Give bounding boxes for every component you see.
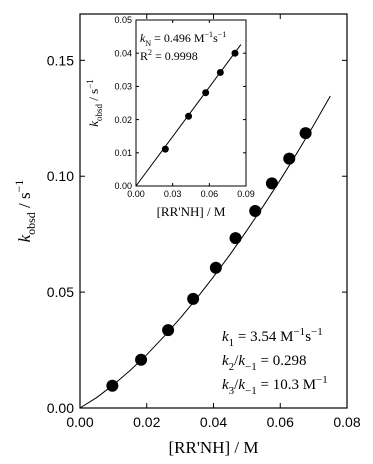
inset-data-point bbox=[202, 89, 210, 97]
main-annotation: k3/k−1 = 10.3 M−1 bbox=[222, 374, 328, 397]
main-data-point bbox=[249, 205, 262, 217]
main-data-point bbox=[187, 292, 200, 305]
main-data-point bbox=[162, 324, 175, 337]
main-data-point bbox=[229, 232, 242, 245]
main-data-point bbox=[209, 261, 222, 274]
main-annotation: k2/k−1 = 0.298 bbox=[222, 353, 306, 373]
main-x-tick-label: 0.06 bbox=[267, 414, 294, 430]
main-y-axis-label: kobsd / s−1 bbox=[12, 180, 38, 243]
main-x-tick-label: 0.08 bbox=[333, 414, 360, 430]
main-fit-line bbox=[79, 95, 331, 409]
main-y-tick-label: 0.05 bbox=[47, 284, 74, 300]
inset-data-point bbox=[216, 68, 224, 76]
inset-y-tick-label: 0.04 bbox=[114, 48, 132, 58]
inset-data-point bbox=[231, 49, 239, 57]
inset-plot-frame bbox=[135, 19, 247, 187]
inset-data-point bbox=[161, 145, 169, 153]
main-data-point bbox=[106, 379, 119, 392]
main-y-tick-label: 0.10 bbox=[47, 168, 74, 184]
inset-x-tick-label: 0.00 bbox=[127, 189, 145, 199]
main-y-tick-label: 0.15 bbox=[47, 52, 74, 68]
main-y-tick-label: 0.00 bbox=[47, 400, 74, 416]
inset-y-tick-label: 0.03 bbox=[114, 82, 132, 92]
inset-y-axis-label: kobsd / s−1 bbox=[85, 79, 104, 127]
inset-plot: 0.00 0.03 0.06 0.09 0.00 0.01 0.02 0.03 0.04 0.05… bbox=[85, 15, 255, 219]
inset-y-tick-label: 0.02 bbox=[114, 115, 132, 125]
main-x-tick-label: 0.00 bbox=[66, 414, 93, 430]
inset-annotation: R2 = 0.9998 bbox=[140, 48, 198, 63]
main-annotation: k1 = 3.54 M−1s−1 bbox=[222, 326, 323, 349]
inset-x-tick-label: 0.03 bbox=[164, 189, 182, 199]
inset-data-point bbox=[185, 112, 193, 120]
inset-x-tick-label: 0.06 bbox=[201, 189, 219, 199]
inset-annotation: kN = 0.496 M−1s−1 bbox=[140, 30, 226, 48]
inset-y-tick-label: 0.00 bbox=[114, 181, 132, 191]
main-x-tick-label: 0.02 bbox=[133, 414, 160, 430]
main-data-point bbox=[299, 127, 312, 140]
inset-y-tick-label: 0.01 bbox=[114, 148, 132, 158]
main-x-tick-label: 0.04 bbox=[200, 414, 227, 430]
inset-x-axis-label: [RR'NH] / M bbox=[157, 204, 226, 219]
inset-x-tick-label: 0.09 bbox=[237, 189, 255, 199]
inset-y-tick-label: 0.05 bbox=[114, 15, 132, 25]
main-data-point bbox=[265, 177, 278, 190]
main-data-point bbox=[283, 152, 296, 165]
main-data-point bbox=[135, 353, 148, 366]
main-x-axis-label: [RR'NH] / M bbox=[169, 438, 259, 457]
